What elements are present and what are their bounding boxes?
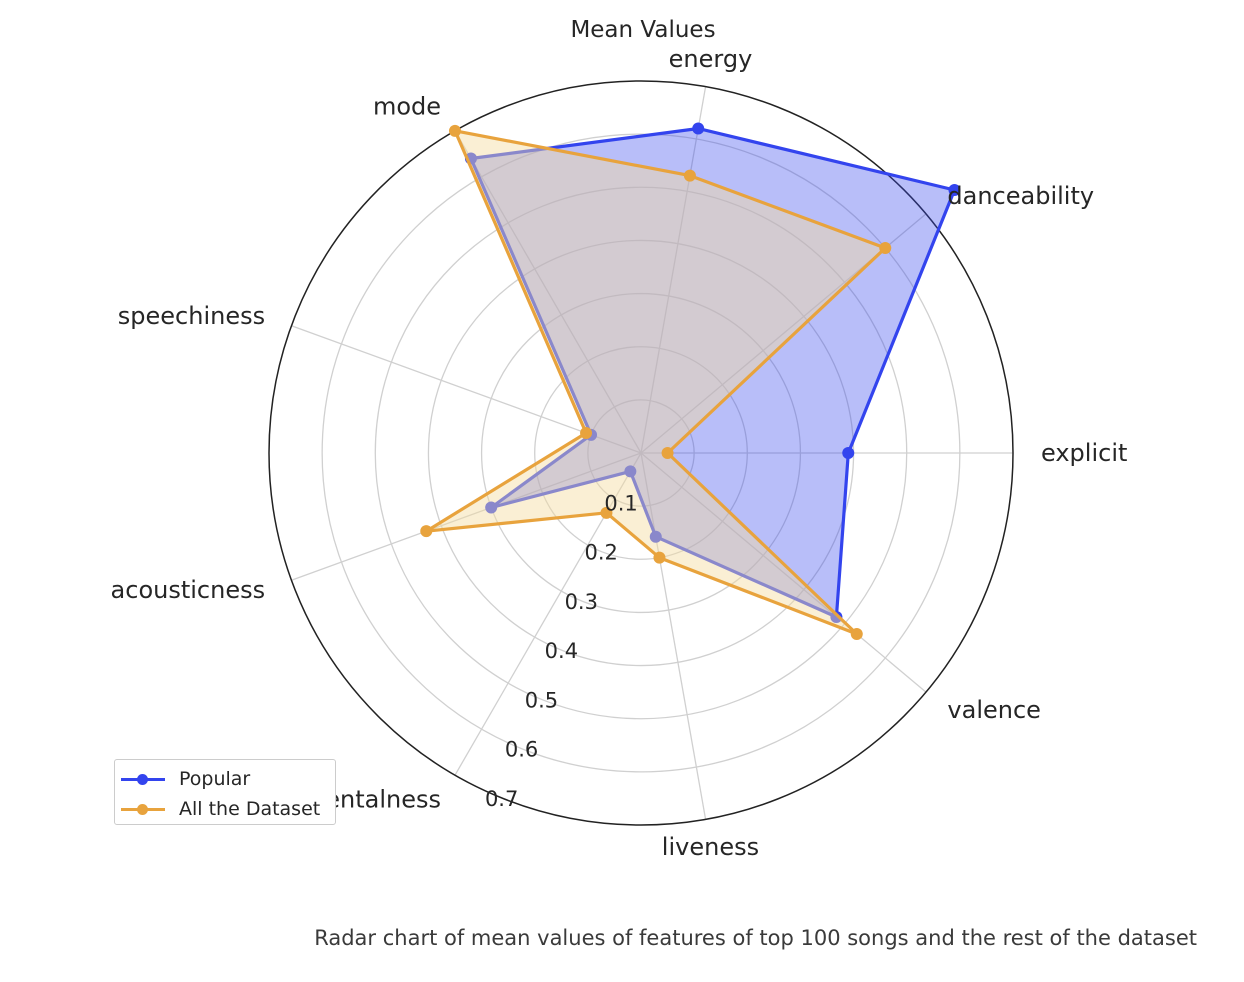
axis-label-acousticness: acousticness [111,576,266,604]
line-popular [469,126,957,619]
chart-title: Mean Values [570,17,715,43]
legend-item-popular: Popular [121,767,250,791]
spoke-acousticness [291,452,642,581]
legend-item-all-dataset: All the Dataset [121,797,320,821]
point-popular-instrumentalness [624,465,637,478]
legend-swatch-popular [121,773,165,785]
axis-label-energy: energy [669,45,753,73]
axis-label-danceability: danceability [947,182,1094,210]
point-popular-energy [692,122,705,135]
figure-caption: Radar chart of mean values of features o… [314,926,1197,950]
area-popular [470,128,955,617]
point-all-dataset-liveness [653,551,666,564]
spoke-valence [640,452,927,693]
point-all-dataset-instrumentalness [600,506,613,519]
point-all-dataset-explicit [661,447,674,459]
point-all-dataset-danceability [879,242,892,255]
axis-label-mode: mode [373,93,441,121]
axis-label-valence: valence [947,696,1041,724]
legend-label-all-dataset: All the Dataset [179,798,321,820]
radar-chart: 0.1 0.2 0.3 0.4 0.5 0.6 0.7 explicit danceabilit… [111,17,1128,861]
outer-frame [268,80,1014,826]
radar-series [420,122,961,641]
radar-labels: 0.1 0.2 0.3 0.4 0.5 0.6 0.7 explicit danceabilit… [111,45,1128,861]
radial-tick-label: 0.7 [485,787,518,811]
spoke-liveness [640,452,707,820]
point-popular-liveness [649,530,662,543]
point-popular-explicit [842,447,855,459]
radial-tick-label: 0.5 [525,688,558,712]
legend-swatch-all-dataset [121,803,165,815]
line-all-dataset [424,129,887,636]
radial-tick-label: 0.4 [545,639,578,663]
point-popular-valence [830,610,843,623]
radial-tick-label: 0.6 [505,738,538,762]
point-all-dataset-mode [449,124,461,137]
area-all-dataset [426,130,886,635]
radial-tick-label: 0.1 [604,491,637,515]
spoke-energy [640,86,707,454]
point-popular-danceability [948,183,961,196]
chart-legend: Popular All the Dataset [114,759,336,825]
point-popular-acousticness [485,501,498,514]
spoke-instrumentalness [454,452,642,776]
axis-label-speechiness: speechiness [118,302,265,330]
axis-label-explicit: explicit [1041,439,1127,467]
point-all-dataset-energy [683,169,696,182]
axis-label-liveness: liveness [662,833,759,861]
radial-tick-label: 0.3 [565,590,598,614]
point-all-dataset-acousticness [420,525,433,538]
legend-label-popular: Popular [179,768,251,790]
spoke-mode [454,130,642,454]
point-all-dataset-speechiness [580,427,593,440]
radar-grid [268,80,1014,826]
point-all-dataset-valence [850,628,863,641]
radial-tick-label: 0.2 [584,541,617,565]
